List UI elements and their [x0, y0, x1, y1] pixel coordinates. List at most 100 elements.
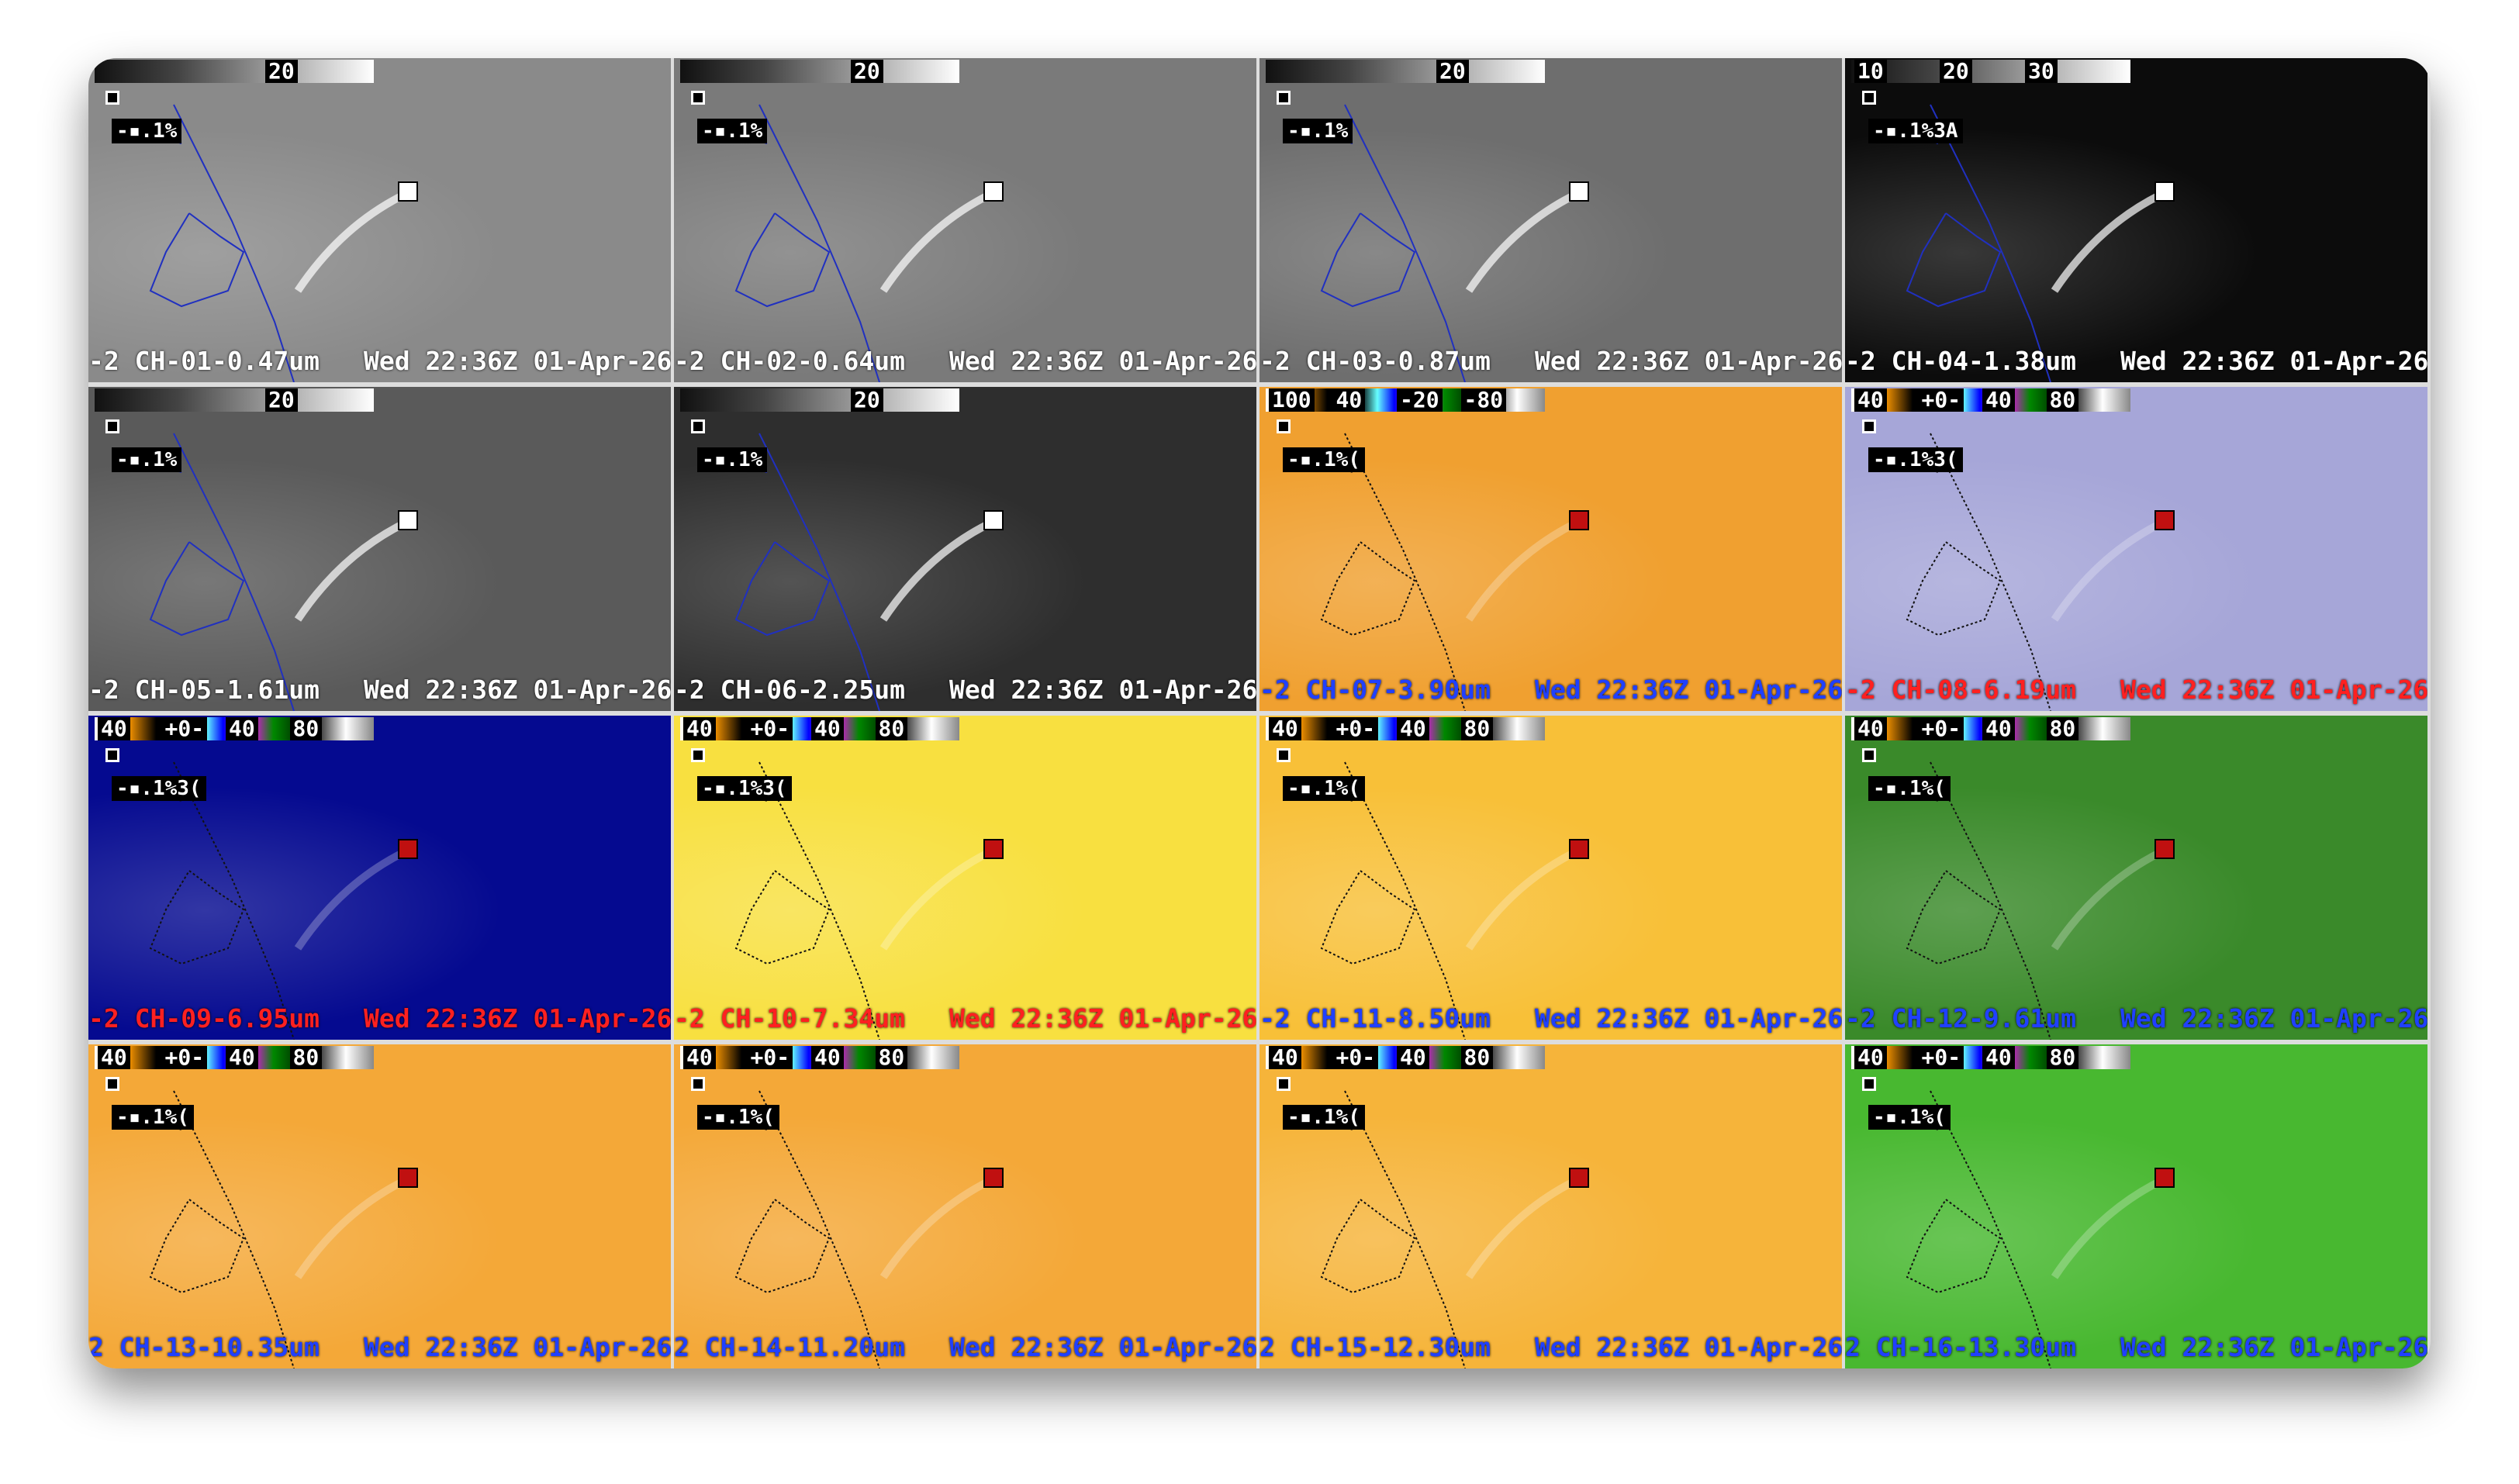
colorbar-label: 20	[1940, 60, 1972, 83]
panel-tag: -▪.1%3A	[1868, 119, 1963, 143]
panel-tag: -▪.1%	[1283, 119, 1353, 143]
time-label: Wed 22:36Z 01-Apr-26	[949, 675, 1256, 705]
coastline	[1891, 761, 2051, 1040]
colorbar-label: 80	[2046, 388, 2079, 412]
panel-icon	[1277, 748, 1291, 762]
channel-label: 2 CH-14-11.20um	[674, 1332, 906, 1362]
hotspot	[1569, 181, 1589, 202]
colorbar-label: 40	[1269, 1046, 1301, 1069]
image-panel: 100 40 -20 -80 -▪.1%(-2 CH-07-3.90um Wed 22:3…	[1260, 387, 1842, 711]
coastline	[134, 433, 295, 711]
colorbar-label: +0-	[747, 717, 793, 740]
hotspot	[398, 510, 418, 530]
colorbar-label: +0-	[1918, 717, 1964, 740]
plume	[879, 186, 1002, 293]
panel-icon	[691, 419, 705, 433]
colorbar: 40 +0- 40 80	[1851, 717, 2130, 740]
coastline	[720, 1090, 880, 1368]
plume	[1465, 186, 1588, 293]
colorbar-label: 40	[683, 1046, 716, 1069]
colorbar-label: 40	[683, 717, 716, 740]
plume	[1465, 515, 1588, 622]
panel-icon	[1277, 1077, 1291, 1091]
colorbar-label: 80	[875, 1046, 908, 1069]
time-label: Wed 22:36Z 01-Apr-26	[2120, 1332, 2427, 1362]
channel-label: -2 CH-04-1.38um	[1845, 346, 2077, 376]
colorbar-label: 40	[1854, 388, 1887, 412]
colorbar: 40 +0- 40 80	[95, 1046, 374, 1069]
time-label: Wed 22:36Z 01-Apr-26	[949, 346, 1256, 376]
panel-icon	[105, 419, 119, 433]
coastline	[1305, 761, 1466, 1040]
plume	[294, 186, 416, 293]
map-overlay	[1305, 104, 1589, 382]
map-overlay	[720, 1090, 1004, 1368]
time-label: Wed 22:36Z 01-Apr-26	[949, 1003, 1256, 1034]
map-overlay	[720, 433, 1004, 711]
map-overlay	[134, 761, 418, 1040]
colorbar: 20	[95, 388, 374, 412]
colorbar: 40 +0- 40 80	[1851, 388, 2130, 412]
panel-tag: -▪.1%(	[1283, 776, 1365, 801]
colorbar-label: 40	[1982, 717, 2015, 740]
time-label: Wed 22:36Z 01-Apr-26	[1535, 1003, 1842, 1034]
panel-tag: -▪.1%	[697, 119, 768, 143]
image-panel: 40 +0- 40 80 -▪.1%(2 CH-14-11.20um Wed 22:36Z…	[674, 1044, 1256, 1368]
colorbar-label: +0-	[1332, 717, 1379, 740]
colorbar-label: -80	[1460, 388, 1507, 412]
map-overlay	[1891, 104, 2175, 382]
channel-label: -2 CH-02-0.64um	[674, 346, 906, 376]
panel-tag: -▪.1%(	[697, 1105, 779, 1130]
panel-icon	[1862, 91, 1876, 105]
colorbar: 100 40 -20 -80	[1266, 388, 1545, 412]
hotspot	[1569, 1168, 1589, 1188]
panel-icon	[691, 748, 705, 762]
colorbar-label: 80	[1460, 717, 1494, 740]
colorbar-label: 40	[226, 717, 258, 740]
panel-tag: -▪.1%(	[1868, 1105, 1951, 1130]
map-overlay	[1305, 433, 1589, 711]
colorbar-label: 80	[875, 717, 908, 740]
colorbar-label: +0-	[747, 1046, 793, 1069]
panel-icon	[1862, 1077, 1876, 1091]
colorbar-label: 40	[1397, 717, 1429, 740]
map-overlay	[720, 104, 1004, 382]
image-panel: 40 +0- 40 80 -▪.1%3(-2 CH-10-7.34um Wed 22:36…	[674, 716, 1256, 1040]
colorbar: 40 +0- 40 80	[95, 717, 374, 740]
map-overlay	[134, 433, 418, 711]
panel-tag: -▪.1%(	[1283, 1105, 1365, 1130]
image-panel: 40 +0- 40 80 -▪.1%(-2 CH-12-9.61um Wed 22:36Z…	[1845, 716, 2427, 1040]
time-label: Wed 22:36Z 01-Apr-26	[2120, 1003, 2427, 1034]
plume	[2051, 1172, 2173, 1279]
map-overlay	[1891, 761, 2175, 1040]
plume	[1465, 844, 1588, 951]
colorbar: 40 +0- 40 80	[680, 1046, 959, 1069]
channel-label: -2 CH-12-9.61um	[1845, 1003, 2077, 1034]
colorbar-label: 20	[851, 60, 883, 83]
colorbar: 20	[680, 60, 959, 83]
coastline	[720, 761, 880, 1040]
hotspot	[983, 510, 1004, 530]
coastline	[1891, 1090, 2051, 1368]
colorbar-label: 80	[2046, 1046, 2079, 1069]
plume	[2051, 515, 2173, 622]
hotspot	[398, 181, 418, 202]
channel-label: 2 CH-16-13.30um	[1845, 1332, 2077, 1362]
channel-label: 2 CH-13-10.35um	[88, 1332, 320, 1362]
panel-icon	[1862, 748, 1876, 762]
hotspot	[2154, 839, 2175, 859]
channel-label: -2 CH-03-0.87um	[1260, 346, 1491, 376]
colorbar-label: 40	[1982, 388, 2015, 412]
hotspot	[2154, 1168, 2175, 1188]
map-overlay	[134, 1090, 418, 1368]
channel-label: -2 CH-09-6.95um	[88, 1003, 320, 1034]
panel-tag: -▪.1%	[697, 447, 768, 472]
time-label: Wed 22:36Z 01-Apr-26	[364, 675, 671, 705]
app-window: 20 -▪.1% -2 CH-01-0.47um Wed 22:36Z 01-Apr-…	[88, 58, 2431, 1368]
colorbar-label: 30	[2025, 60, 2058, 83]
colorbar-label: 40	[811, 1046, 844, 1069]
coastline	[720, 433, 880, 711]
image-panel: 10 20 30 -▪.1%3A -2 CH-04-1.38um Wed 22:36Z 0…	[1845, 58, 2427, 382]
image-panel: 40 +0- 40 80 -▪.1%3(-2 CH-08-6.19um Wed 22:36…	[1845, 387, 2427, 711]
